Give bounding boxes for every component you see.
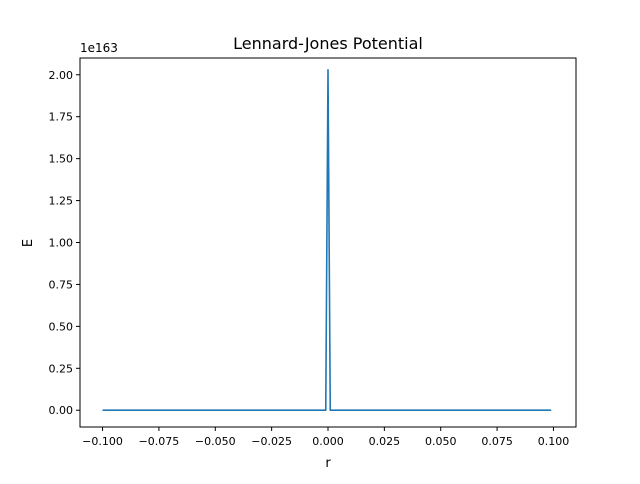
y-tick-label: 0.50 xyxy=(49,320,74,333)
chart-title: Lennard-Jones Potential xyxy=(233,34,423,53)
x-axis-ticks: −0.100 −0.075 −0.050 −0.025 0.000 0.025 0.050 0… xyxy=(82,427,569,448)
x-tick-label: 0.000 xyxy=(312,435,344,448)
series-layer xyxy=(102,68,552,412)
x-tick-label: 0.050 xyxy=(425,435,457,448)
y-tick-label: 0.75 xyxy=(49,278,74,291)
y-tick-label: 0.00 xyxy=(49,404,74,417)
x-tick-label: −0.025 xyxy=(251,435,292,448)
x-tick-label: 0.025 xyxy=(369,435,401,448)
y-tick-label: 1.00 xyxy=(49,237,74,250)
y-tick-label: 1.50 xyxy=(49,153,74,166)
series-line xyxy=(102,68,552,412)
x-tick-label: −0.075 xyxy=(139,435,180,448)
y-axis-ticks: 0.00 0.25 0.50 0.75 1.00 1.25 1.50 1.75 2.00 xyxy=(49,69,80,417)
y-tick-label: 2.00 xyxy=(49,69,74,82)
x-tick-label: 0.075 xyxy=(481,435,513,448)
y-tick-label: 1.75 xyxy=(49,111,74,124)
x-tick-label: −0.050 xyxy=(195,435,236,448)
x-tick-label: −0.100 xyxy=(82,435,123,448)
y-axis-label: E xyxy=(21,239,36,247)
x-tick-label: 0.100 xyxy=(538,435,570,448)
x-axis-label: r xyxy=(325,456,331,471)
axes-frame xyxy=(79,57,577,428)
y-tick-label: 1.25 xyxy=(49,195,74,208)
y-offset-label: 1e163 xyxy=(80,41,118,55)
y-tick-label: 0.25 xyxy=(49,362,74,375)
